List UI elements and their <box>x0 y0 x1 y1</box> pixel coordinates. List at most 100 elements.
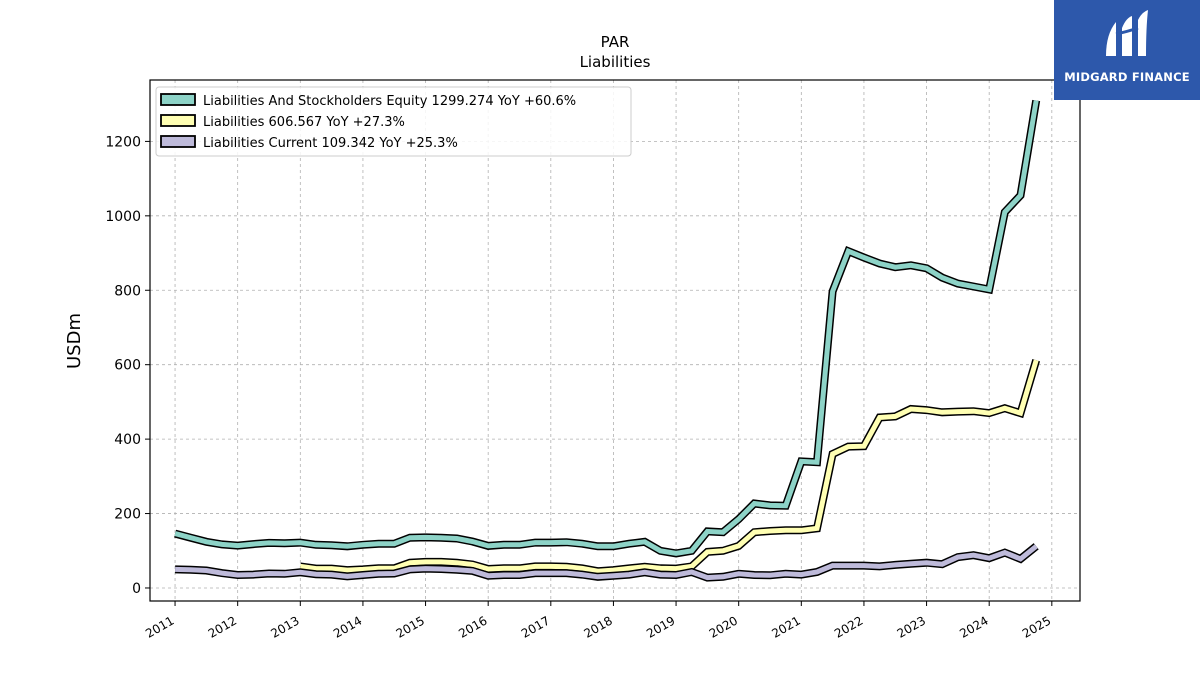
data-point <box>689 548 694 553</box>
data-point <box>423 559 428 564</box>
data-point <box>705 549 710 554</box>
legend-box <box>155 86 632 157</box>
data-point <box>971 409 976 414</box>
data-point <box>908 407 913 412</box>
series-outline-0 <box>174 99 1041 558</box>
x-tick-label: 2017 <box>519 613 552 640</box>
data-point <box>392 571 397 576</box>
data-point <box>1034 544 1039 549</box>
data-point <box>971 553 976 558</box>
data-point <box>846 563 851 568</box>
data-point <box>736 517 741 522</box>
data-point <box>173 567 178 572</box>
data-point <box>580 572 585 577</box>
data-point <box>392 541 397 546</box>
data-point <box>955 409 960 414</box>
data-point <box>470 568 475 573</box>
data-point <box>736 543 741 548</box>
data-point <box>501 573 506 578</box>
data-point <box>533 540 538 545</box>
x-tick-label: 2013 <box>268 613 301 640</box>
data-point <box>752 573 757 578</box>
data-point <box>439 567 444 572</box>
plot-frame <box>149 79 1081 602</box>
x-tick-label: 2025 <box>1020 613 1053 640</box>
legend-label-0: Liabilities And Stockholders Equity 1299… <box>203 94 576 109</box>
data-point <box>517 573 522 578</box>
x-tick-label: 2012 <box>206 613 239 640</box>
y-tick-label: 800 <box>114 283 141 299</box>
data-point <box>220 542 225 547</box>
data-point <box>893 414 898 419</box>
data-point <box>595 574 600 579</box>
series-line-2 <box>175 544 1038 581</box>
x-tick-label: 2024 <box>957 613 990 640</box>
data-point <box>627 572 632 577</box>
data-point <box>674 566 679 571</box>
data-point <box>439 535 444 540</box>
data-point <box>799 459 804 464</box>
data-point <box>204 568 209 573</box>
data-point <box>501 542 506 547</box>
data-point <box>721 530 726 535</box>
data-point <box>282 571 287 576</box>
data-point <box>533 564 538 569</box>
data-point <box>1034 98 1039 103</box>
data-point <box>454 560 459 565</box>
data-point <box>830 452 835 457</box>
data-point <box>736 571 741 576</box>
data-point <box>830 563 835 568</box>
data-point <box>846 249 851 254</box>
data-point <box>721 574 726 579</box>
data-point <box>517 542 522 547</box>
data-point <box>721 548 726 553</box>
data-point <box>1018 556 1023 561</box>
x-tick-label: 2019 <box>644 613 677 640</box>
data-point <box>642 539 647 544</box>
grid-lines <box>150 80 1080 601</box>
data-point <box>329 566 334 571</box>
data-point <box>439 559 444 564</box>
x-tick-label: 2020 <box>707 613 740 640</box>
x-tick-label: 2016 <box>456 613 489 640</box>
data-point <box>955 281 960 286</box>
data-point <box>1018 193 1023 198</box>
data-point <box>548 540 553 545</box>
data-point <box>877 415 882 420</box>
y-tick-label: 400 <box>114 432 141 448</box>
data-point <box>407 560 412 565</box>
chart-title: PAR <box>601 33 630 51</box>
data-point <box>940 275 945 280</box>
y-tick-label: 1200 <box>105 134 141 150</box>
data-point <box>376 541 381 546</box>
logo-text: MIDGARD FINANCE <box>1064 70 1190 84</box>
data-point <box>407 567 412 572</box>
data-point <box>298 564 303 569</box>
data-point <box>830 289 835 294</box>
data-point <box>470 539 475 544</box>
data-point <box>345 544 350 549</box>
brand-logo: MIDGARD FINANCE <box>1054 0 1200 100</box>
data-point <box>548 564 553 569</box>
data-point <box>861 255 866 260</box>
data-point <box>783 503 788 508</box>
data-point <box>486 567 491 572</box>
data-point <box>924 408 929 413</box>
y-axis-label: USDm <box>64 313 85 369</box>
x-tick-label: 2022 <box>832 613 865 640</box>
data-point <box>423 535 428 540</box>
data-point <box>908 263 913 268</box>
data-point <box>267 571 272 576</box>
data-point <box>595 544 600 549</box>
data-point <box>940 410 945 415</box>
data-point <box>1002 406 1007 411</box>
data-point <box>345 574 350 579</box>
legend: Liabilities And Stockholders Equity 1299… <box>155 86 632 157</box>
data-point <box>752 530 757 535</box>
data-point <box>580 541 585 546</box>
data-point <box>298 570 303 575</box>
data-point <box>987 287 992 292</box>
data-point <box>768 529 773 534</box>
data-point <box>955 555 960 560</box>
data-point <box>564 571 569 576</box>
